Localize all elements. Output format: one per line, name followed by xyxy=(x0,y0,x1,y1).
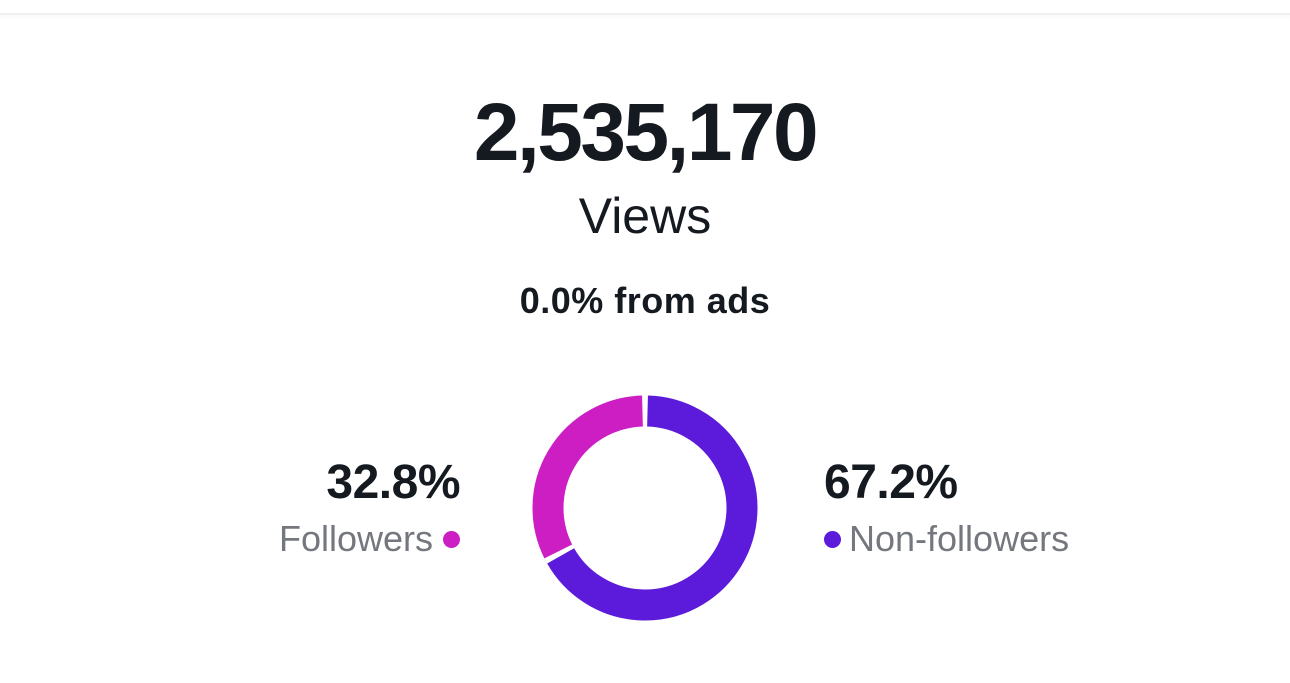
non-followers-label: Non-followers xyxy=(849,518,1070,559)
ads-share-note: 0.0% from ads xyxy=(519,280,771,321)
top-divider xyxy=(0,13,1290,15)
non-followers-percent: 67.2% xyxy=(824,456,958,509)
followers-legend-row: Followers xyxy=(279,519,460,559)
top-divider-shadow xyxy=(0,15,1290,21)
non-followers-legend: 67.2% Non-followers xyxy=(824,457,1069,559)
donut-chart-svg xyxy=(532,395,758,621)
followers-label: Followers xyxy=(278,518,433,559)
donut-segment-followers xyxy=(532,395,644,559)
followers-donut-chart xyxy=(530,393,760,623)
non-followers-legend-row: Non-followers xyxy=(824,519,1069,559)
views-count: 2,535,170 xyxy=(473,87,819,178)
non-followers-dot-icon xyxy=(824,530,841,548)
followers-dot-icon xyxy=(443,530,460,548)
followers-legend: 32.8% Followers xyxy=(279,456,461,559)
views-label: Views xyxy=(578,188,712,244)
followers-percent: 32.8% xyxy=(326,456,460,509)
donut-segment-non-followers xyxy=(547,395,758,621)
